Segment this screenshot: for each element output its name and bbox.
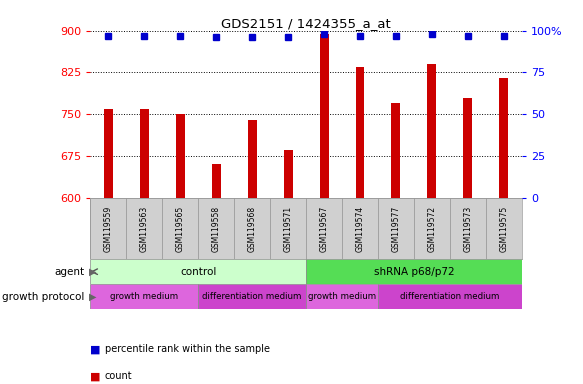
- Text: differentiation medium: differentiation medium: [202, 292, 302, 301]
- Bar: [248, 120, 257, 198]
- Bar: [90, 198, 127, 259]
- Bar: [319, 33, 329, 198]
- Bar: [306, 284, 378, 309]
- Bar: [378, 198, 414, 259]
- Bar: [90, 284, 198, 309]
- Text: GSM119565: GSM119565: [175, 205, 185, 252]
- Text: ▶: ▶: [89, 266, 96, 277]
- Text: GSM119571: GSM119571: [283, 205, 293, 252]
- Bar: [378, 284, 522, 309]
- Bar: [306, 259, 522, 284]
- Bar: [162, 198, 198, 259]
- Text: count: count: [105, 371, 132, 381]
- Bar: [212, 164, 221, 198]
- Text: ■: ■: [90, 344, 101, 354]
- Text: differentiation medium: differentiation medium: [400, 292, 500, 301]
- Bar: [283, 151, 293, 198]
- Bar: [486, 198, 522, 259]
- Text: ▶: ▶: [89, 291, 96, 302]
- Title: GDS2151 / 1424355_a_at: GDS2151 / 1424355_a_at: [221, 17, 391, 30]
- Bar: [306, 198, 342, 259]
- Bar: [391, 103, 401, 198]
- Bar: [450, 198, 486, 259]
- Text: shRNA p68/p72: shRNA p68/p72: [374, 266, 454, 277]
- Text: GSM119558: GSM119558: [212, 205, 221, 252]
- Text: growth protocol: growth protocol: [2, 291, 85, 302]
- Text: percentile rank within the sample: percentile rank within the sample: [105, 344, 270, 354]
- Text: growth medium: growth medium: [308, 292, 376, 301]
- Text: ■: ■: [90, 371, 101, 381]
- Text: GSM119563: GSM119563: [140, 205, 149, 252]
- Bar: [414, 198, 450, 259]
- Text: GSM119559: GSM119559: [104, 205, 113, 252]
- Bar: [198, 198, 234, 259]
- Bar: [270, 198, 306, 259]
- Bar: [140, 109, 149, 198]
- Bar: [198, 284, 306, 309]
- Text: GSM119572: GSM119572: [427, 205, 437, 252]
- Bar: [427, 64, 437, 198]
- Text: GSM119573: GSM119573: [463, 205, 472, 252]
- Bar: [104, 109, 113, 198]
- Bar: [175, 114, 185, 198]
- Bar: [127, 198, 162, 259]
- Text: GSM119574: GSM119574: [356, 205, 364, 252]
- Text: GSM119577: GSM119577: [391, 205, 401, 252]
- Bar: [499, 78, 508, 198]
- Text: GSM119567: GSM119567: [319, 205, 329, 252]
- Text: control: control: [180, 266, 216, 277]
- Bar: [356, 67, 364, 198]
- Text: GSM119575: GSM119575: [499, 205, 508, 252]
- Bar: [342, 198, 378, 259]
- Bar: [234, 198, 270, 259]
- Bar: [463, 98, 472, 198]
- Bar: [90, 259, 306, 284]
- Text: GSM119568: GSM119568: [248, 205, 257, 252]
- Text: growth medium: growth medium: [110, 292, 178, 301]
- Text: agent: agent: [54, 266, 85, 277]
